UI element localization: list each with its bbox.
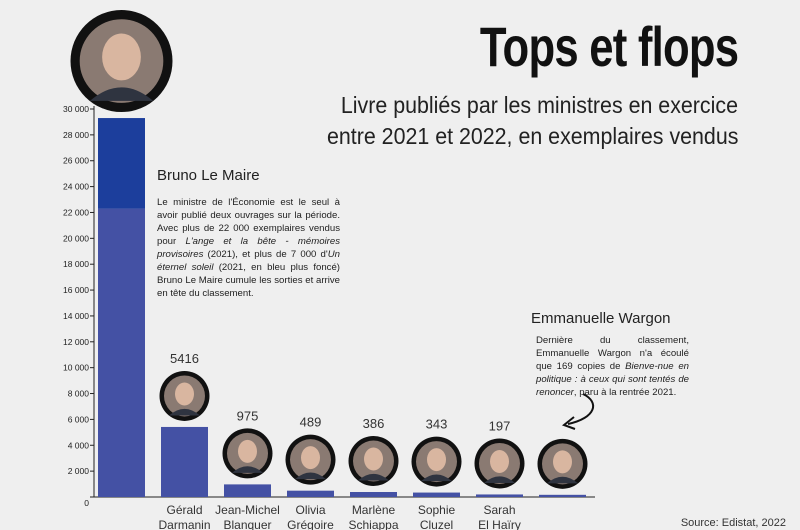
bar-value-label: 975 bbox=[237, 408, 259, 423]
x-category-label: Grégoire bbox=[287, 518, 334, 530]
bar-series-1 bbox=[287, 490, 334, 497]
bar-series-1 bbox=[413, 492, 460, 497]
y-tick-label: 12 000 bbox=[63, 337, 89, 347]
bruno-le-maire-portrait bbox=[70, 10, 173, 113]
sarah-el-hairy-portrait bbox=[474, 438, 525, 489]
lemaire-annotation-part-3: (2021, en bleu plus foncé) Bruno Le Mair… bbox=[157, 262, 340, 299]
y-tick-label: 10 000 bbox=[63, 363, 89, 373]
bar-value-label: 5416 bbox=[170, 351, 199, 366]
bar-series-1 bbox=[161, 426, 208, 497]
chart-subtitle-line-2: entre 2021 et 2022, en exemplaires vendu… bbox=[326, 123, 738, 149]
lemaire-book-2-title: Un éternel soleil bbox=[157, 249, 340, 273]
wargon-annotation-title: Emmanuelle Wargon bbox=[531, 310, 671, 327]
x-category-label: Gérald bbox=[166, 503, 202, 517]
x-category-label: Cluzel bbox=[420, 518, 453, 530]
x-category-label: Darmanin bbox=[158, 518, 210, 530]
y-tick-label: 20 000 bbox=[63, 233, 89, 243]
y-tick-label: 26 000 bbox=[63, 156, 89, 166]
x-category-label: Blanquer bbox=[223, 518, 271, 530]
x-category-label: Marlène bbox=[352, 503, 396, 517]
wargon-pointer-arrowhead bbox=[561, 416, 576, 430]
y-axis: 0 2 000 4 000 6 000 8 000 10 000 12 000 14 000 1… bbox=[63, 104, 595, 508]
bar-value-label: 386 bbox=[363, 416, 385, 431]
lemaire-annotation-title: Bruno Le Maire bbox=[157, 167, 260, 184]
y-tick-label: 28 000 bbox=[63, 130, 89, 140]
olivia-gregoire-portrait bbox=[285, 434, 336, 485]
bar-series-1 bbox=[350, 492, 397, 497]
y-tick-label: 0 bbox=[84, 498, 89, 508]
y-tick-label: 22 000 bbox=[63, 207, 89, 217]
x-category-label: Sarah bbox=[483, 503, 515, 517]
x-category-label: Olivia bbox=[295, 503, 325, 517]
y-tick-label: 4 000 bbox=[68, 440, 90, 450]
x-category-label: Sophie bbox=[418, 503, 456, 517]
bar-value-label: 343 bbox=[426, 417, 448, 432]
y-tick-label: 6 000 bbox=[68, 414, 90, 424]
avatars bbox=[70, 10, 588, 489]
bar-series-1 bbox=[539, 494, 586, 497]
bars bbox=[98, 118, 586, 497]
wargon-book-title: Bienve-nue en politique : à ceux qui son… bbox=[536, 361, 689, 398]
y-tick-label: 18 000 bbox=[63, 259, 89, 269]
y-tick-label: 14 000 bbox=[63, 311, 89, 321]
wargon-pointer-arrow bbox=[567, 393, 595, 425]
bar-series-2 bbox=[98, 118, 145, 209]
bar-value-label: 197 bbox=[489, 418, 511, 433]
sophie-cluzel-portrait bbox=[411, 436, 462, 487]
source-note: Source: Edistat, 2022 bbox=[680, 517, 786, 529]
bar-series-1 bbox=[476, 494, 523, 497]
marlene-schiappa-portrait bbox=[348, 436, 399, 487]
x-category-label: Jean-Michel bbox=[215, 503, 280, 517]
x-category-label: El Haïry bbox=[478, 518, 521, 530]
lemaire-annotation-part-1: Le ministre de l'Économie est le seul à … bbox=[157, 197, 340, 247]
wargon-annotation-part-2: , paru à la rentrée 2021. bbox=[573, 387, 677, 398]
y-tick-label: 8 000 bbox=[68, 389, 90, 399]
bar-value-label: 489 bbox=[300, 415, 322, 430]
y-tick-label: 16 000 bbox=[63, 285, 89, 295]
gerald-darmanin-portrait bbox=[159, 370, 210, 421]
emmanuelle-wargon-portrait bbox=[537, 438, 588, 489]
y-tick-label: 24 000 bbox=[63, 182, 89, 192]
y-tick-label: 30 000 bbox=[63, 104, 89, 114]
chart-subtitle-line-1: Livre publiés par les ministres en exerc… bbox=[340, 92, 738, 118]
x-category-label: Schiappa bbox=[348, 518, 398, 530]
bar-series-1 bbox=[98, 208, 145, 497]
lemaire-annotation-part-2: (2021), et plus de 7 000 d' bbox=[203, 249, 328, 260]
wargon-annotation-part-1: Dernière du classement, Emmanuelle Wargo… bbox=[536, 335, 689, 372]
lemaire-book-1-title: L'ange et la bête - mémoires provisoires bbox=[157, 236, 340, 260]
bar-series-1 bbox=[224, 484, 271, 497]
y-tick-label: 2 000 bbox=[68, 466, 90, 476]
jean-michel-blanquer-portrait bbox=[222, 428, 273, 479]
chart-title: Tops et flops bbox=[479, 15, 739, 78]
wargon-annotation-text: Dernière du classement, Emmanuelle Wargo… bbox=[536, 334, 689, 399]
lemaire-annotation-text: Le ministre de l'Économie est le seul à … bbox=[157, 196, 340, 300]
